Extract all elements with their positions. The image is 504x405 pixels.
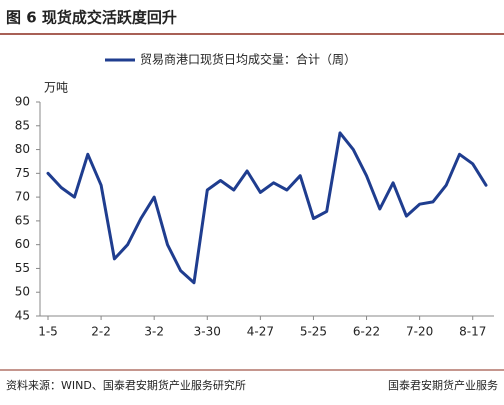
y-tick-label: 65 <box>15 213 30 227</box>
y-tick-label: 60 <box>15 237 30 251</box>
y-tick-label: 80 <box>15 142 30 156</box>
y-tick-label: 75 <box>15 166 30 180</box>
x-tick-label: 8-17 <box>459 325 486 339</box>
x-tick-label: 3-2 <box>144 325 164 339</box>
y-axis-label: 万吨 <box>44 81 68 95</box>
y-tick-label: 55 <box>15 261 30 275</box>
x-tick-label: 7-20 <box>406 325 433 339</box>
y-tick-label: 85 <box>15 118 30 132</box>
legend-label: 贸易商港口现货日均成交量：合计（周） <box>140 52 356 67</box>
x-tick-label: 6-22 <box>353 325 380 339</box>
x-tick-label: 4-27 <box>247 325 274 339</box>
x-tick-label: 2-2 <box>91 325 111 339</box>
watermark: 国泰君安期货产业服务 <box>388 378 498 392</box>
x-tick-label: 3-30 <box>194 325 221 339</box>
y-tick-label: 50 <box>15 285 30 299</box>
y-tick-label: 45 <box>15 309 30 323</box>
x-tick-label: 5-25 <box>300 325 327 339</box>
data-line <box>46 131 488 285</box>
x-tick-label: 1-5 <box>38 325 58 339</box>
y-tick-label: 90 <box>15 95 30 109</box>
y-tick-label: 70 <box>15 190 30 204</box>
source: 资料来源：WIND、国泰君安期货产业服务研究所 <box>6 378 246 392</box>
chart-title: 图 6 现货成交活跃度回升 <box>6 9 177 27</box>
